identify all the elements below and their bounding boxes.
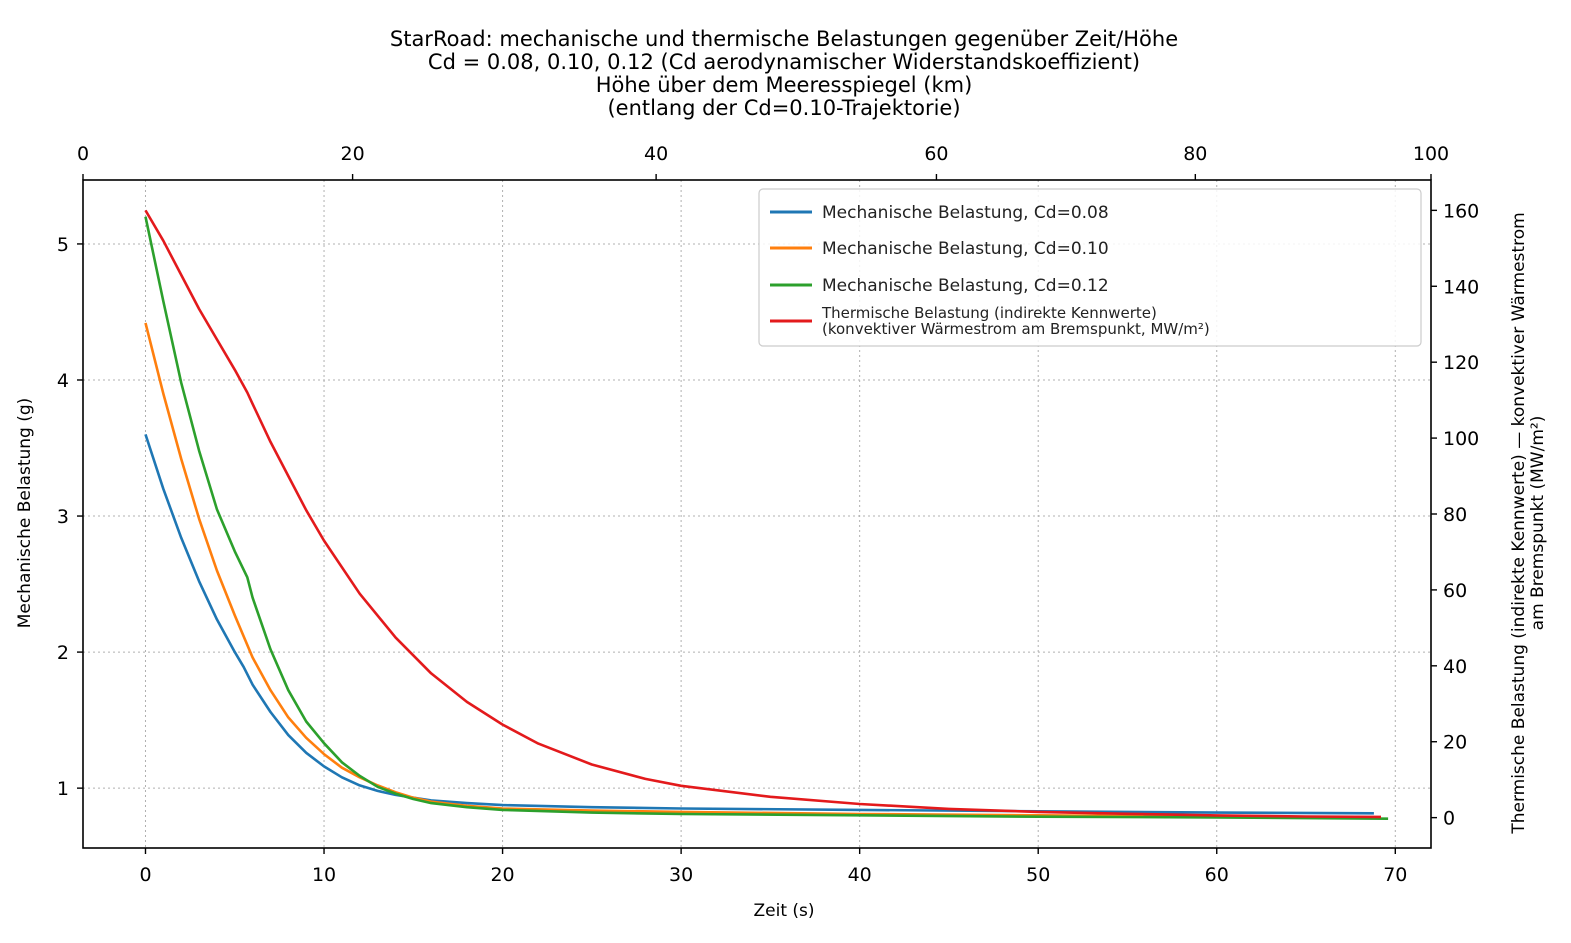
top-tick-label: 20 xyxy=(341,143,365,165)
y2-tick-label: 80 xyxy=(1443,504,1467,526)
top-tick-label: 60 xyxy=(924,143,948,165)
legend: Mechanische Belastung, Cd=0.08 Mechanisc… xyxy=(758,188,1422,347)
legend-label-cd010: Mechanische Belastung, Cd=0.10 xyxy=(822,239,1109,259)
legend-label-thermal-line-2: (konvektiver Wärmestrom am Bremspunkt, M… xyxy=(822,320,1210,338)
series-line-cd008 xyxy=(144,433,1374,815)
legend-box xyxy=(758,188,1422,347)
top-tick-label: 100 xyxy=(1413,143,1449,165)
top-tick-label: 80 xyxy=(1183,143,1207,165)
chart-title-line-4: (entlang der Cd=0.10-Trajektorie) xyxy=(607,96,960,120)
x-tick-label: 30 xyxy=(669,864,693,886)
chart-title-line-1: StarRoad: mechanische und thermische Bel… xyxy=(390,27,1178,51)
x-tick-label: 40 xyxy=(848,864,872,886)
series-group xyxy=(144,209,1389,820)
y-tick-label: 4 xyxy=(57,370,69,392)
x-axis-label: Zeit (s) xyxy=(753,901,814,921)
axis-ticks: 0 10 20 30 40 50 60 701234502040608010012014016… xyxy=(57,143,1479,886)
series-line-cd010 xyxy=(144,322,1382,819)
y-tick-label: 3 xyxy=(57,506,69,528)
series-line-thermal xyxy=(144,209,1382,819)
y-tick-label: 5 xyxy=(57,234,69,256)
y-axis-label: Mechanische Belastung (g) xyxy=(15,398,35,629)
series-line-cd012 xyxy=(144,216,1389,820)
chart-title-line-3: Höhe über dem Meeresspiegel (km) xyxy=(596,73,973,97)
y2-tick-label: 40 xyxy=(1443,656,1467,678)
y2-tick-label: 20 xyxy=(1443,732,1467,754)
y2-tick-label: 120 xyxy=(1443,352,1479,374)
x-tick-label: 10 xyxy=(312,864,336,886)
y2-tick-label: 140 xyxy=(1443,276,1479,298)
x-tick-label: 20 xyxy=(490,864,514,886)
y2-tick-label: 0 xyxy=(1443,808,1455,830)
y2-tick-label: 100 xyxy=(1443,428,1479,450)
x-tick-label: 70 xyxy=(1383,864,1407,886)
x-tick-label: 60 xyxy=(1205,864,1229,886)
legend-label-cd012: Mechanische Belastung, Cd=0.12 xyxy=(822,276,1109,296)
top-tick-label: 0 xyxy=(77,143,89,165)
y2-axis-label-line-2: am Bremspunkt (MW/m²) xyxy=(1528,416,1548,631)
y2-axis-label-line-1: Thermische Belastung (indirekte Kennwert… xyxy=(1509,212,1529,834)
legend-label-thermal-line-1: Thermische Belastung (indirekte Kennwert… xyxy=(821,304,1157,322)
x-tick-label: 0 xyxy=(139,864,151,886)
chart-title-line-2: Cd = 0.08, 0.10, 0.12 (Cd aerodynamische… xyxy=(428,50,1140,74)
y-tick-label: 1 xyxy=(57,778,69,800)
top-tick-label: 40 xyxy=(644,143,668,165)
y-tick-label: 2 xyxy=(57,642,69,664)
x-tick-label: 50 xyxy=(1026,864,1050,886)
legend-label-cd008: Mechanische Belastung, Cd=0.08 xyxy=(822,203,1109,223)
y2-tick-label: 160 xyxy=(1443,200,1479,222)
y2-tick-label: 60 xyxy=(1443,580,1467,602)
